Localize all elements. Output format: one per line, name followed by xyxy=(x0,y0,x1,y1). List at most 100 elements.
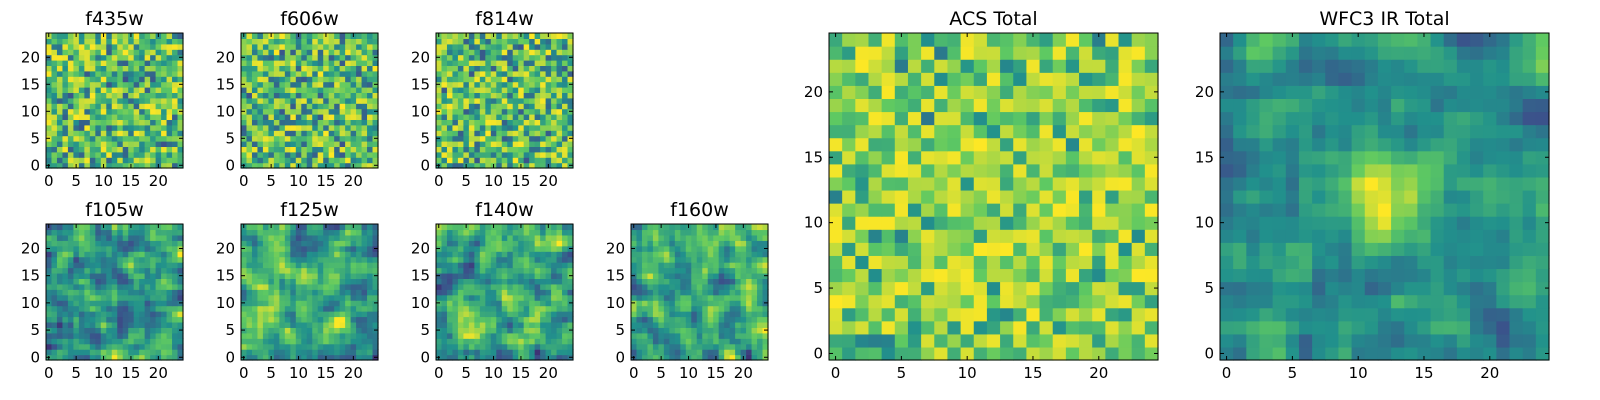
heatmap-cell xyxy=(89,65,96,72)
heatmap-cell xyxy=(56,240,64,247)
heatmap-cell xyxy=(446,54,454,61)
heatmap-cell xyxy=(529,33,536,39)
heatmap-cell xyxy=(507,267,514,274)
heatmap-cell xyxy=(350,349,357,356)
heatmap-cell xyxy=(446,224,454,231)
heatmap-cell xyxy=(312,162,319,169)
heatmap-cell xyxy=(947,242,962,256)
heatmap-cell xyxy=(155,43,162,50)
heatmap-cell xyxy=(512,38,519,45)
heatmap-cell xyxy=(551,114,558,120)
heatmap-cell xyxy=(241,130,248,137)
heatmap-cell xyxy=(658,338,665,345)
heatmap-cell xyxy=(518,103,525,110)
heatmap-cell xyxy=(312,146,319,153)
heatmap-cell xyxy=(251,349,259,356)
heatmap-cell xyxy=(367,272,374,279)
heatmap-cell xyxy=(663,338,670,345)
heatmap-cell xyxy=(446,119,454,126)
heatmap-cell xyxy=(881,229,896,243)
heatmap-cell xyxy=(84,278,91,285)
heatmap-cell xyxy=(144,256,151,263)
heatmap-cell xyxy=(842,216,856,230)
heatmap-cell xyxy=(973,203,988,217)
heatmap-cell xyxy=(436,130,443,137)
heatmap-cell xyxy=(658,251,665,258)
heatmap-cell xyxy=(551,103,558,110)
heatmap-cell xyxy=(323,332,330,339)
heatmap-cell xyxy=(279,119,286,126)
heatmap-cell xyxy=(707,283,714,290)
heatmap-cell xyxy=(67,338,74,345)
heatmap-cell xyxy=(51,278,58,285)
heatmap-cell xyxy=(161,234,168,241)
heatmap-cell xyxy=(529,224,536,231)
heatmap-cell xyxy=(490,130,497,137)
heatmap-cell xyxy=(1131,268,1146,283)
heatmap-cell xyxy=(246,54,253,61)
heatmap-cell xyxy=(117,256,124,263)
heatmap-cell xyxy=(306,294,313,301)
heatmap-cell xyxy=(507,141,514,147)
heatmap-cell xyxy=(485,300,492,307)
heatmap-cell xyxy=(111,60,118,66)
heatmap-cell xyxy=(334,49,341,56)
heatmap-cell xyxy=(161,146,168,153)
heatmap-cell xyxy=(241,332,248,339)
heatmap-cell xyxy=(356,70,363,77)
heatmap-cell xyxy=(540,343,547,350)
heatmap-cell xyxy=(106,70,113,77)
heatmap-cell xyxy=(62,234,69,241)
heatmap-cell xyxy=(907,189,922,204)
heatmap-cell xyxy=(301,305,308,312)
heatmap-cell xyxy=(762,294,769,301)
heatmap-cell xyxy=(279,124,286,131)
heatmap-cell xyxy=(95,272,102,279)
heatmap-cell xyxy=(122,70,129,77)
heatmap-cell xyxy=(540,92,547,99)
heatmap-cell xyxy=(251,135,259,142)
heatmap-cell xyxy=(567,43,574,50)
heatmap-cell xyxy=(172,316,179,323)
heatmap-cell xyxy=(636,311,643,318)
heatmap-cell xyxy=(1105,307,1120,322)
heatmap-cell xyxy=(523,97,530,104)
heatmap-cell xyxy=(490,60,497,66)
heatmap-cell xyxy=(251,300,259,307)
heatmap-cell xyxy=(356,343,363,350)
heatmap-cell xyxy=(95,97,102,104)
heatmap-cell xyxy=(718,305,725,312)
heatmap-cell xyxy=(251,289,259,296)
heatmap-cell xyxy=(122,54,129,61)
heatmap-cell xyxy=(680,305,687,312)
heatmap-cell xyxy=(631,338,638,345)
heatmap-cell xyxy=(496,294,503,301)
heatmap-cell xyxy=(268,103,275,110)
heatmap-cell xyxy=(463,267,470,274)
heatmap-cell xyxy=(100,65,107,72)
heatmap-cell xyxy=(1000,346,1014,361)
heatmap-cell xyxy=(540,224,547,231)
heatmap-cell xyxy=(751,321,758,328)
heatmap-cell xyxy=(262,240,269,247)
heatmap-cell xyxy=(172,256,179,263)
heatmap-cell xyxy=(56,300,64,307)
heatmap-cell xyxy=(468,70,475,77)
heatmap-cell xyxy=(345,92,352,99)
heatmap-cell xyxy=(474,251,481,258)
heatmap-cell xyxy=(133,49,140,56)
heatmap-cell xyxy=(133,224,140,231)
heatmap-cell xyxy=(106,283,113,290)
heatmap-cell xyxy=(562,97,569,104)
heatmap-cell xyxy=(67,289,74,296)
heatmap-cell xyxy=(257,311,264,318)
heatmap-cell xyxy=(707,251,714,258)
heatmap-cell xyxy=(1039,268,1054,283)
heatmap-cell xyxy=(122,256,129,263)
heatmap-cell xyxy=(361,245,368,252)
heatmap-cell xyxy=(95,87,102,93)
heatmap-cell xyxy=(295,135,302,142)
heatmap-cell xyxy=(84,141,91,147)
heatmap-cell xyxy=(78,311,85,318)
heatmap-cell xyxy=(89,60,96,66)
